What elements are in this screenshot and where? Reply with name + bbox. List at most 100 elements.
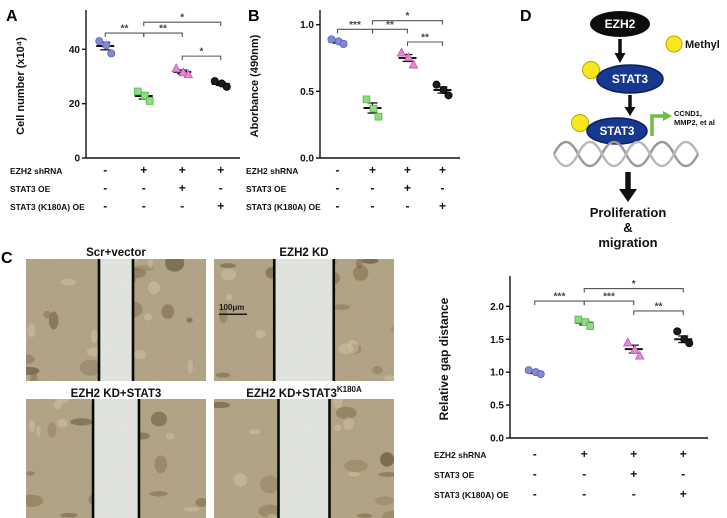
- svg-text:**: **: [386, 20, 394, 31]
- outcome-amp: &: [623, 220, 632, 235]
- svg-text:*: *: [200, 47, 204, 58]
- svg-text:100μm: 100μm: [219, 303, 244, 312]
- svg-text:+: +: [680, 487, 687, 501]
- panel-label-b: B: [248, 8, 260, 25]
- svg-text:-: -: [371, 181, 375, 195]
- svg-text:1.0: 1.0: [490, 368, 504, 379]
- svg-text:-: -: [681, 467, 685, 481]
- svg-text:-: -: [582, 487, 586, 501]
- svg-text:-: -: [582, 467, 586, 481]
- svg-text:+: +: [369, 163, 376, 177]
- svg-text:+: +: [630, 447, 637, 461]
- svg-text:1.0: 1.0: [300, 20, 314, 31]
- svg-text:0.5: 0.5: [300, 87, 314, 98]
- svg-text:-: -: [336, 181, 340, 195]
- tile-title-ezh2-kd: EZH2 KD: [279, 246, 329, 259]
- svg-text:-: -: [142, 199, 146, 213]
- svg-text:1.5: 1.5: [490, 335, 504, 346]
- svg-text:STAT3 (K180A) OE: STAT3 (K180A) OE: [10, 202, 85, 212]
- panel-b-scatter-chart: 0.0 0.5 1.0 Aborbance (490nm) * *** ** ** EZH2 s…: [244, 2, 466, 223]
- methyl-dot-stat3: [582, 61, 600, 79]
- target-genes-line2: MMP2, et al: [674, 118, 715, 127]
- panel-label-a: A: [6, 8, 18, 25]
- svg-text:***: ***: [554, 292, 566, 303]
- outcome-proliferation: Proliferation: [590, 205, 667, 220]
- svg-text:+: +: [404, 181, 411, 195]
- svg-text:STAT3 OE: STAT3 OE: [246, 184, 287, 194]
- svg-text:STAT3 OE: STAT3 OE: [434, 470, 475, 480]
- svg-text:+: +: [630, 467, 637, 481]
- svg-text:-: -: [406, 199, 410, 213]
- svg-text:40: 40: [69, 45, 81, 56]
- stat3-label: STAT3: [612, 72, 649, 86]
- svg-text:-: -: [533, 447, 537, 461]
- svg-text:**: **: [159, 24, 167, 35]
- tile-title-scr-vector: Scr+vector: [86, 246, 146, 259]
- svg-text:-: -: [632, 487, 636, 501]
- svg-text:0.0: 0.0: [490, 434, 504, 445]
- svg-text:0.5: 0.5: [490, 401, 504, 412]
- target-genes-line1: CCND1,: [674, 109, 702, 118]
- svg-text:EZH2 shRNA: EZH2 shRNA: [10, 166, 62, 176]
- svg-text:+: +: [404, 163, 411, 177]
- methyl-dot-stat3b: [571, 114, 589, 132]
- svg-text:+: +: [581, 447, 588, 461]
- svg-text:STAT3 (K180A) OE: STAT3 (K180A) OE: [246, 202, 321, 212]
- microscopy-image-scr-vector: [17, 254, 206, 387]
- panel-label-d: D: [520, 8, 532, 25]
- svg-text:STAT3 (K180A) OE: STAT3 (K180A) OE: [434, 490, 509, 500]
- svg-text:-: -: [103, 163, 107, 177]
- svg-text:*: *: [406, 11, 410, 22]
- outcome-migration: migration: [598, 235, 657, 250]
- svg-text:-: -: [533, 467, 537, 481]
- dna-strand-2: [552, 140, 700, 168]
- svg-text:***: ***: [349, 20, 361, 31]
- svg-text:**: **: [421, 33, 429, 44]
- panel-a-scatter-chart: 0 20 40 Cell number (x10⁴) * ** ** * EZH2 shRNA -…: [8, 2, 248, 223]
- svg-text:*: *: [632, 279, 636, 290]
- microscopy-image-ezh2-kd: 100μm: [214, 258, 399, 381]
- svg-text:-: -: [441, 181, 445, 195]
- panel-d-pathway-diagram: EZH2 Methyl STAT3 STAT3 CCND1, MMP2, et …: [552, 11, 720, 250]
- stat3-node: [596, 64, 664, 94]
- svg-text:+: +: [179, 163, 186, 177]
- promoter-arrow: [650, 114, 664, 136]
- svg-text:20: 20: [69, 99, 81, 110]
- stat3b-label: STAT3: [600, 126, 635, 138]
- methyl-dot: [665, 35, 683, 53]
- svg-text:+: +: [217, 199, 224, 213]
- svg-text:-: -: [103, 199, 107, 213]
- svg-text:+: +: [140, 163, 147, 177]
- tile-title-ezh2-kd-stat3-k180a: EZH2 KD+STAT3K180A: [246, 385, 362, 400]
- svg-text:+: +: [439, 199, 446, 213]
- methyl-label: Methyl: [685, 39, 720, 51]
- promoter-arrowhead: [663, 111, 672, 121]
- svg-text:-: -: [180, 199, 184, 213]
- svg-text:+: +: [439, 163, 446, 177]
- svg-text:*: *: [180, 13, 184, 24]
- svg-text:**: **: [121, 24, 129, 35]
- svg-text:-: -: [336, 163, 340, 177]
- tile-title-ezh2-kd-stat3: EZH2 KD+STAT3: [70, 387, 162, 400]
- svg-text:2.0: 2.0: [490, 302, 504, 313]
- svg-text:Cell number (x10⁴): Cell number (x10⁴): [15, 37, 27, 135]
- panel-c-scatter-chart: 0.0 0.5 1.0 1.5 2.0 Relative gap distance * ***…: [432, 266, 724, 518]
- svg-text:-: -: [103, 181, 107, 195]
- svg-text:***: ***: [603, 292, 615, 303]
- svg-text:+: +: [217, 163, 224, 177]
- svg-text:+: +: [680, 447, 687, 461]
- panel-label-c: C: [1, 250, 13, 267]
- svg-text:STAT3 OE: STAT3 OE: [10, 184, 51, 194]
- svg-text:-: -: [142, 181, 146, 195]
- svg-text:-: -: [533, 487, 537, 501]
- microscopy-image-ezh2-kd-stat3: [20, 396, 209, 518]
- svg-text:-: -: [371, 199, 375, 213]
- svg-text:0.0: 0.0: [300, 154, 314, 165]
- svg-text:**: **: [655, 301, 663, 312]
- svg-text:EZH2 shRNA: EZH2 shRNA: [434, 450, 486, 460]
- arrowhead-1: [614, 53, 626, 63]
- svg-text:-: -: [219, 181, 223, 195]
- ezh2-label: EZH2: [605, 17, 636, 31]
- ezh2-node: [590, 11, 650, 37]
